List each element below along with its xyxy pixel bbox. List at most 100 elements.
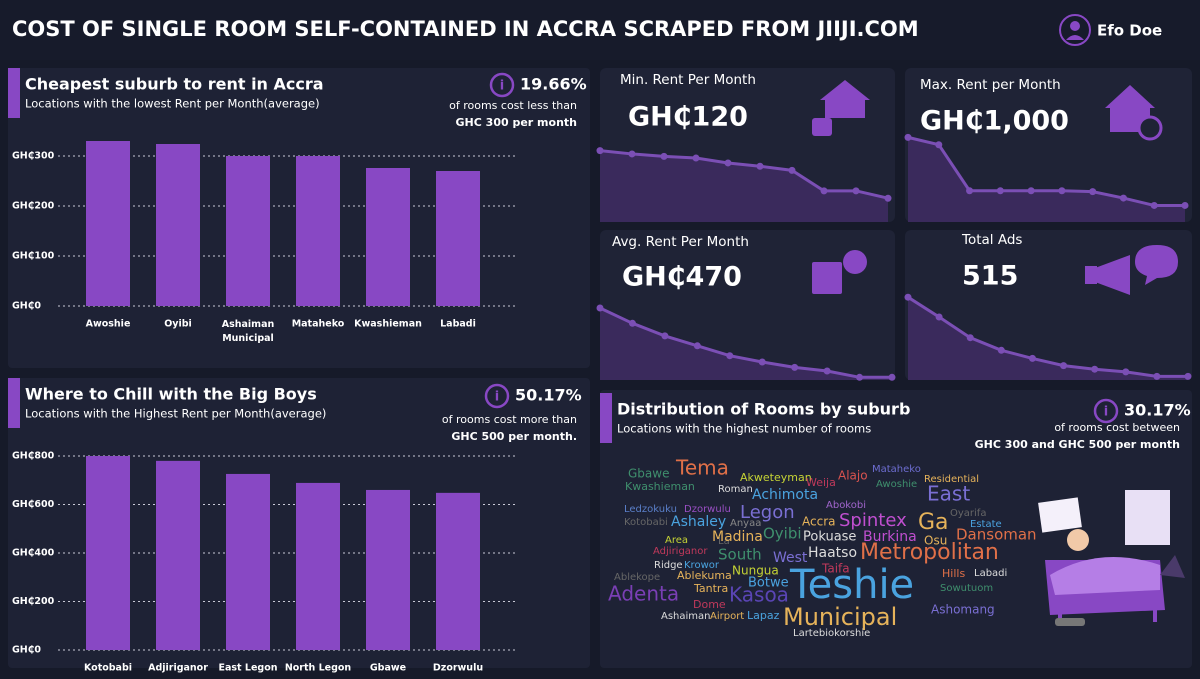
- bar: [366, 168, 410, 306]
- sparkline-dot: [1150, 201, 1158, 209]
- word: Spintex: [839, 510, 907, 531]
- sparkline-area: [600, 308, 892, 380]
- kpi-title: Avg. Rent Per Month: [612, 234, 749, 250]
- word: Haatso: [808, 545, 857, 561]
- sparkline-dot: [935, 141, 943, 149]
- word: Krowor: [684, 560, 720, 571]
- panel-subtitle: Locations with the highest number of roo…: [617, 422, 871, 436]
- panel-title: Cheapest suburb to rent in Accra: [25, 75, 324, 94]
- stat-text: of rooms cost less than: [449, 99, 577, 112]
- word: Ga: [918, 510, 949, 535]
- y-tick-label: GH₵800: [12, 451, 55, 462]
- x-tick-label: East Legon: [219, 663, 278, 674]
- word: Roman: [718, 484, 753, 495]
- word: Area: [665, 535, 688, 546]
- word: Estate: [970, 519, 1002, 530]
- sparkline-dot: [693, 342, 701, 350]
- header-bar: [0, 0, 1200, 60]
- sparkline-dot: [935, 313, 943, 321]
- panel-subtitle: Locations with the lowest Rent per Month…: [25, 97, 320, 111]
- sparkline-dot: [788, 166, 796, 174]
- bar: [226, 156, 270, 306]
- word: Ablekuma: [677, 569, 732, 582]
- sparkline-dot: [724, 159, 732, 167]
- sparkline-dot: [996, 187, 1004, 195]
- stat-text: of rooms cost between: [1054, 421, 1180, 434]
- stat-text: of rooms cost more than: [442, 413, 577, 426]
- panel-title: Where to Chill with the Big Boys: [25, 385, 317, 404]
- author: Efo Doe: [1097, 22, 1162, 40]
- stat-value: 19.66%: [520, 75, 587, 94]
- sparkline-dot: [791, 363, 799, 371]
- sparkline-dot: [660, 152, 668, 160]
- word: Lartebiokorshie: [793, 628, 870, 639]
- panel: [600, 390, 1192, 668]
- sparkline-dot: [756, 162, 764, 170]
- kpi-value: GH₵120: [628, 102, 748, 133]
- word: Teshie: [789, 562, 914, 608]
- bar: [156, 460, 200, 650]
- word: Ashaley: [671, 514, 726, 530]
- word: Dome: [693, 598, 726, 611]
- stat-icon-i: i: [500, 79, 504, 94]
- sparkline-dot: [820, 187, 828, 195]
- y-tick-label: GH₵0: [12, 301, 41, 312]
- y-tick-label: GH₵300: [12, 151, 55, 162]
- stat-value: 50.17%: [515, 386, 582, 405]
- sparkline-dot: [1119, 194, 1127, 202]
- y-tick-label: GH₵400: [12, 548, 55, 559]
- sparkline-dot: [1027, 187, 1035, 195]
- word: Adjiriganor: [653, 546, 708, 557]
- stat-text: GHC 300 per month: [456, 116, 577, 129]
- word: Metropolitan: [860, 540, 999, 565]
- bar: [156, 144, 200, 306]
- word: Botwe: [748, 576, 789, 591]
- bar: [86, 456, 130, 650]
- x-tick-label: North Legon: [285, 663, 352, 674]
- x-tick-label: Labadi: [440, 319, 476, 330]
- word: Kotobabi: [624, 517, 668, 528]
- y-tick-label: GH₵200: [12, 201, 55, 212]
- sparkline-dot: [758, 358, 766, 366]
- sparkline-dot: [1184, 372, 1192, 380]
- word: Dzorwulu: [684, 504, 731, 515]
- sparkline-dot: [1091, 365, 1099, 373]
- sparkline-dot: [1089, 188, 1097, 196]
- kpi-value: GH₵1,000: [920, 106, 1069, 137]
- sparkline-dot: [596, 304, 604, 312]
- bar: [436, 171, 480, 306]
- x-tick-label: Ashaiman Municipal: [222, 319, 275, 344]
- word: Sowutuom: [940, 583, 993, 594]
- word: Airport: [710, 611, 744, 622]
- word: Municipal: [783, 603, 897, 631]
- stat-icon-i: i: [1104, 405, 1108, 420]
- sparkline-area: [600, 150, 888, 222]
- word: Osu: [924, 534, 947, 548]
- sparkline-dot: [596, 147, 604, 155]
- x-tick-label: Gbawe: [370, 663, 406, 674]
- word: Residential: [924, 474, 979, 485]
- word: Awoshie: [876, 479, 917, 490]
- sparkline-dot: [904, 133, 912, 141]
- word: East: [927, 482, 970, 506]
- sparkline-area: [908, 297, 1188, 380]
- kpi-icon: [812, 80, 1178, 295]
- stat-value: 30.17%: [1124, 401, 1191, 420]
- word: Madina: [712, 529, 763, 545]
- stat-icon: [484, 383, 510, 409]
- word: Mataheko: [872, 464, 921, 475]
- bar: [296, 156, 340, 306]
- sparkline-dot: [692, 154, 700, 162]
- word: Abokobi: [826, 500, 866, 511]
- sparkline-dot: [852, 187, 860, 195]
- accent-bar: [600, 393, 612, 443]
- panel-title: Distribution of Rooms by suburb: [617, 400, 910, 419]
- illustration: [1038, 490, 1185, 626]
- word: Labadi: [974, 568, 1007, 579]
- sparkline-dot: [904, 293, 912, 301]
- word: Gbawe: [628, 467, 669, 481]
- word: Akweteyman: [740, 471, 812, 484]
- word: Ashomang: [931, 603, 995, 617]
- sparkline-dot: [997, 346, 1005, 354]
